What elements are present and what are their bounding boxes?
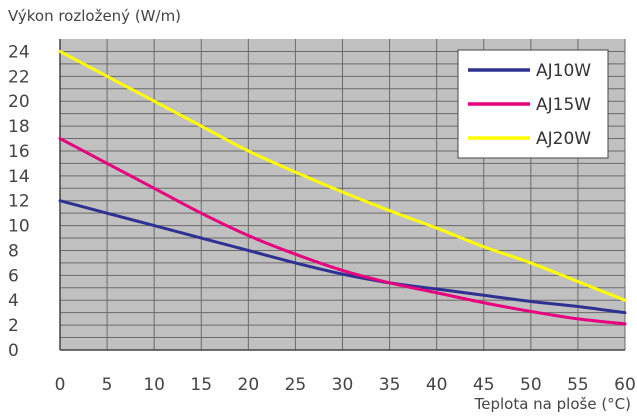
x-tick-label: 5: [102, 375, 113, 395]
x-tick-label: 25: [285, 375, 307, 395]
y-axis-label: Výkon rozložený (W/m): [8, 7, 182, 25]
y-tick-label: 24: [8, 42, 30, 62]
x-tick-label: 15: [190, 375, 212, 395]
x-tick-label: 50: [520, 375, 542, 395]
legend-label: AJ20W: [536, 129, 591, 149]
y-tick-label: 2: [8, 316, 19, 336]
y-tick-label: 22: [8, 67, 30, 87]
y-tick-label: 16: [8, 142, 30, 162]
y-tick-label: 10: [8, 217, 30, 237]
x-tick-label: 40: [426, 375, 448, 395]
legend-label: AJ15W: [536, 95, 591, 115]
x-tick-label: 20: [238, 375, 260, 395]
y-tick-label: 12: [8, 192, 30, 212]
x-tick-label: 0: [55, 375, 66, 395]
x-tick-label: 45: [473, 375, 495, 395]
x-axis-label: Teplota na ploše (°C): [474, 395, 631, 413]
series-line-aj20w: [58, 49, 627, 302]
series-line-aj10w: [58, 199, 627, 315]
y-tick-label: 14: [8, 167, 30, 187]
x-tick-label: 35: [379, 375, 401, 395]
y-tick-label: 0: [8, 341, 19, 361]
y-tick-label: 8: [8, 241, 19, 261]
x-tick-label: 55: [567, 375, 589, 395]
y-tick-label: 6: [8, 266, 19, 286]
x-tick-label: 30: [332, 375, 354, 395]
y-tick-label: 20: [8, 92, 30, 112]
x-tick-label: 10: [143, 375, 165, 395]
y-tick-label: 18: [8, 117, 30, 137]
series-line-aj15w: [58, 137, 627, 326]
y-tick-label: 4: [8, 291, 19, 311]
legend-label: AJ10W: [536, 61, 591, 81]
x-tick-label: 60: [614, 375, 636, 395]
